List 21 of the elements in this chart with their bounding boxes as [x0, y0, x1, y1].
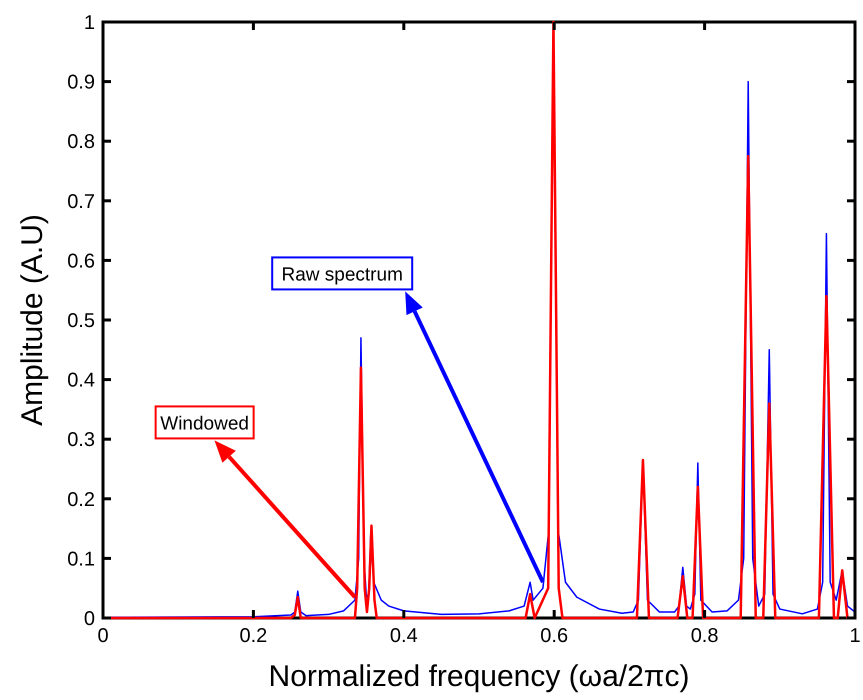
y-tick-label: 0.8 [67, 131, 95, 154]
y-tick-label: 0.2 [67, 488, 95, 511]
x-tick-label: 0.4 [390, 625, 418, 647]
y-tick-label: 0.7 [67, 190, 95, 213]
y-tick-label: 0.1 [67, 548, 95, 570]
x-tick-label: 0.2 [239, 625, 268, 647]
y-tick-label: 0.4 [67, 370, 95, 392]
x-axis-title: Normalized frequency (ωa/2πc) [268, 660, 690, 693]
y-tick-label: 0 [84, 608, 95, 630]
y-tick-label: 1 [84, 12, 95, 34]
text: Windowed [160, 413, 249, 434]
x-tick-label: 1 [849, 625, 861, 647]
y-axis-title: Amplitude (A.U) [16, 214, 49, 426]
x-tick-label: 0 [97, 625, 109, 647]
y-tick-label: 0.3 [67, 429, 95, 452]
text: Raw spectrum [281, 264, 403, 286]
y-tick-label: 0.9 [67, 72, 95, 94]
y-tick-label: 0.6 [67, 250, 95, 272]
x-tick-label: 0.8 [690, 625, 719, 647]
x-tick-label: 0.6 [540, 625, 568, 647]
y-tick-label: 0.5 [67, 310, 95, 332]
